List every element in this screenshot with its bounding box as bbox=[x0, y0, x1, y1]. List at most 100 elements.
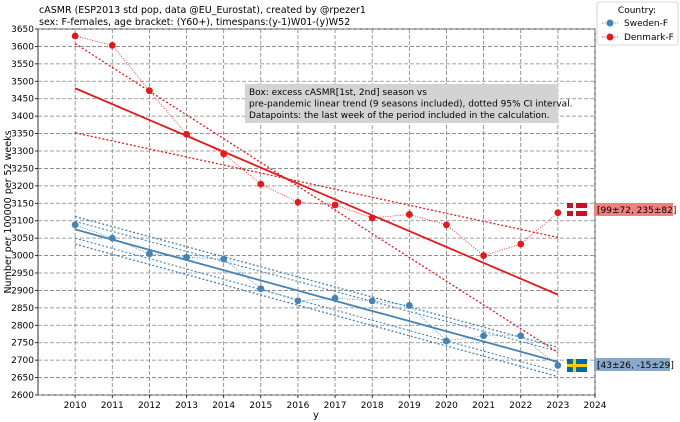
y-tick-label: 3550 bbox=[11, 60, 34, 70]
x-tick-label: 2010 bbox=[64, 401, 87, 411]
denmark-f-data-point bbox=[183, 130, 190, 138]
x-axis-label: y bbox=[313, 410, 319, 421]
y-tick-label: 2850 bbox=[11, 304, 34, 314]
y-tick-label: 3650 bbox=[11, 25, 34, 35]
legend-entry-sweden: Sweden-F bbox=[624, 19, 668, 29]
chart-title-line-2: sex: F-females, age bracket: (Y60+), tim… bbox=[39, 17, 350, 28]
x-tick-label: 2011 bbox=[101, 401, 124, 411]
sweden-f-data-point bbox=[294, 297, 302, 305]
denmark-f-data-point bbox=[517, 240, 525, 248]
x-tick-label: 2014 bbox=[212, 401, 235, 411]
y-tick-label: 2600 bbox=[11, 391, 34, 401]
y-tick-label: 3100 bbox=[11, 217, 34, 227]
sweden-f-data-point bbox=[443, 337, 450, 345]
y-axis-label: Number per 100000 per 52 weeks bbox=[3, 130, 14, 293]
y-tick-label: 3600 bbox=[11, 42, 34, 52]
sweden-f-ci-inner-upper-line bbox=[74, 220, 559, 352]
annotation-line-3: Datapoints: the last week of the period … bbox=[249, 111, 550, 121]
sweden-excess-label-text: [43±26, -15±29] bbox=[597, 361, 674, 371]
y-tick-label: 3050 bbox=[11, 234, 34, 244]
denmark-f-ci-lower-line bbox=[74, 43, 559, 354]
sweden-f-data-point bbox=[108, 234, 116, 242]
y-tick-label: 2950 bbox=[11, 269, 34, 279]
y-tick-label: 3450 bbox=[11, 95, 34, 105]
x-tick-label: 2013 bbox=[175, 401, 198, 411]
denmark-excess-label-text: [99±72, 235±82] bbox=[597, 206, 676, 216]
y-tick-label: 2750 bbox=[11, 339, 34, 349]
sweden-f-data-point bbox=[554, 361, 562, 369]
sweden-f-data-point bbox=[480, 332, 487, 340]
legend: Country: Sweden-F Denmark-F bbox=[596, 1, 679, 46]
denmark-f-data-point bbox=[294, 198, 302, 206]
y-tick-label: 3500 bbox=[11, 77, 34, 87]
x-tick-label: 2017 bbox=[324, 401, 347, 411]
legend-marker-sweden bbox=[606, 19, 614, 27]
annotation-line-1: Box: excess cASMR[1st, 2nd] season vs bbox=[249, 88, 427, 98]
sweden-f-ci-lower-line bbox=[74, 243, 559, 378]
legend-marker-denmark bbox=[606, 33, 614, 41]
annotation-box: Box: excess cASMR[1st, 2nd] season vs pr… bbox=[245, 84, 573, 123]
x-tick-label: 2020 bbox=[435, 401, 458, 411]
x-tick-label: 2023 bbox=[546, 401, 569, 411]
denmark-f-data-line bbox=[75, 35, 559, 257]
x-tick-label: 2015 bbox=[249, 401, 272, 411]
y-tick-label: 2700 bbox=[11, 356, 34, 366]
sweden-f-data-point bbox=[257, 285, 265, 293]
denmark-f-data-point bbox=[554, 209, 562, 217]
sweden-f-data-point bbox=[183, 253, 190, 261]
sweden-f-data-point bbox=[368, 297, 376, 305]
denmark-f-data-point bbox=[71, 32, 79, 40]
plot-area bbox=[37, 28, 596, 396]
annotation-line-2: pre-pandemic linear trend (9 seasons inc… bbox=[249, 100, 573, 110]
sweden-f-ci-upper-line bbox=[74, 215, 559, 348]
x-tick-label: 2018 bbox=[361, 401, 384, 411]
sweden-f-data-point bbox=[331, 294, 339, 302]
sweden-f-data-line bbox=[74, 224, 559, 366]
y-tick-label: 3200 bbox=[11, 182, 34, 192]
y-axis-ticks: 2600 2650 2700 2750 2800 2850 2900 2950 3000 3050… bbox=[11, 25, 38, 401]
x-tick-label: 2021 bbox=[472, 401, 495, 411]
sweden-f-data-point bbox=[146, 250, 153, 258]
x-tick-label: 2019 bbox=[398, 401, 421, 411]
x-tick-label: 2024 bbox=[584, 401, 607, 411]
y-tick-label: 3350 bbox=[11, 130, 34, 140]
denmark-excess-label: [99±72, 235±82] bbox=[594, 203, 676, 216]
denmark-f-data-point bbox=[443, 221, 450, 229]
sweden-f-data-point bbox=[517, 332, 525, 340]
y-tick-label: 2800 bbox=[11, 321, 34, 331]
denmark-f-trend-line bbox=[74, 87, 559, 296]
x-axis-ticks: 2010 2011 2012 2013 2014 2015 2016 2017 2018 2019… bbox=[64, 395, 607, 411]
denmark-f-data-point bbox=[368, 214, 376, 222]
sweden-f-data-point bbox=[71, 221, 79, 229]
y-tick-label: 2900 bbox=[11, 286, 34, 296]
sweden-flag bbox=[567, 359, 587, 372]
chart-title-line-1: cASMR (ESP2013 std pop, data @EU_Eurosta… bbox=[39, 5, 366, 16]
y-tick-label: 3250 bbox=[11, 164, 34, 174]
x-tick-label: 2022 bbox=[509, 401, 532, 411]
y-tick-label: 3300 bbox=[11, 147, 34, 157]
denmark-f-data-point bbox=[480, 252, 487, 259]
sweden-f-data-point bbox=[405, 302, 413, 309]
denmark-flag bbox=[567, 203, 587, 216]
x-tick-label: 2012 bbox=[138, 401, 161, 411]
denmark-f-data-point bbox=[257, 180, 265, 188]
sweden-f-ci-inner-lower-line bbox=[74, 237, 559, 373]
denmark-f-data-point bbox=[405, 211, 413, 218]
denmark-f-data-point bbox=[146, 87, 153, 95]
legend-entry-denmark: Denmark-F bbox=[624, 33, 674, 43]
series-layer bbox=[71, 32, 562, 378]
sweden-f-trend-line bbox=[74, 228, 559, 363]
sweden-excess-label: [43±26, -15±29] bbox=[594, 358, 674, 371]
sweden-f-data-point bbox=[220, 255, 228, 263]
y-tick-label: 3400 bbox=[11, 112, 34, 122]
y-tick-label: 3150 bbox=[11, 199, 34, 209]
denmark-f-data-point bbox=[331, 201, 339, 209]
legend-title: Country: bbox=[618, 6, 656, 16]
denmark-f-data-point bbox=[108, 41, 116, 49]
series-denmark-f bbox=[71, 32, 562, 354]
y-tick-label: 3000 bbox=[11, 252, 34, 262]
denmark-f-data-point bbox=[220, 150, 228, 158]
x-tick-label: 2016 bbox=[286, 401, 309, 411]
series-sweden-f bbox=[71, 215, 562, 378]
